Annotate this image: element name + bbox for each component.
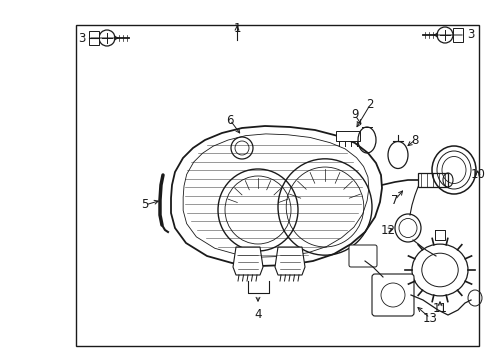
Text: 9: 9	[350, 108, 358, 122]
Text: 4: 4	[254, 309, 261, 321]
Text: 10: 10	[469, 168, 485, 181]
Bar	[76, 25, 478, 346]
Bar	[417, 173, 447, 187]
Text: 1: 1	[233, 22, 240, 35]
Text: 3: 3	[467, 28, 474, 41]
Text: 13: 13	[422, 311, 437, 324]
Text: 2: 2	[366, 99, 373, 112]
Bar	[89, 31, 99, 45]
Text: 12: 12	[380, 224, 395, 237]
Text: 11: 11	[431, 302, 447, 315]
Polygon shape	[274, 247, 305, 275]
FancyBboxPatch shape	[371, 274, 413, 316]
Bar	[335, 131, 359, 141]
FancyBboxPatch shape	[348, 245, 376, 267]
Text: 6: 6	[226, 113, 233, 126]
Text: 7: 7	[390, 194, 398, 207]
Text: 3: 3	[78, 31, 85, 45]
Text: 5: 5	[141, 198, 148, 211]
Polygon shape	[232, 247, 263, 275]
Bar	[452, 28, 462, 42]
Text: 8: 8	[410, 134, 418, 147]
